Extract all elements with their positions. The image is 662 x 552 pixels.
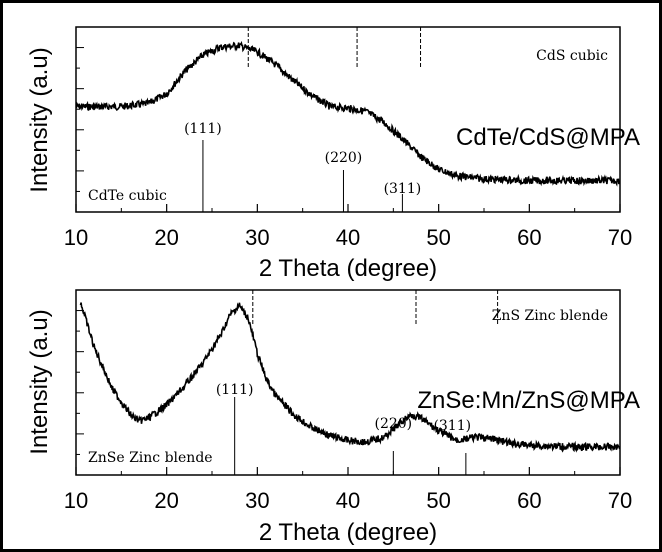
x-axis-title: 2 Theta (degree) <box>259 255 437 282</box>
reference-label-top: CdS cubic <box>536 48 608 64</box>
x-tick-label: 60 <box>517 488 541 513</box>
peak-labels: (111) (220) (311) <box>184 121 421 197</box>
x-tick-label: 60 <box>517 225 541 250</box>
x-tick-label: 20 <box>154 488 178 513</box>
peak-labels: (111) (220) (311) <box>216 382 471 434</box>
reference-label-top: ZnS Zinc blende <box>492 308 608 324</box>
x-tick-label: 30 <box>245 225 269 250</box>
x-tick-label: 70 <box>608 225 632 250</box>
peak-label: (311) <box>433 418 471 434</box>
reference-label-bottom: CdTe cubic <box>88 188 167 204</box>
x-tick-label: 40 <box>336 488 360 513</box>
x-tick-labels: 10 20 30 40 50 60 70 <box>64 225 632 250</box>
peak-label: (111) <box>184 121 222 137</box>
sample-label: CdTe/CdS@MPA <box>456 124 640 151</box>
x-tick-label: 30 <box>245 488 269 513</box>
y-axis-title: Intensity (a.u) <box>26 47 53 192</box>
x-tick-label: 70 <box>608 488 632 513</box>
x-tick-label: 20 <box>154 225 178 250</box>
panel-znse-mn-zns: 10 20 30 40 50 60 70 (111) (220) (311) ZnS Zinc … <box>26 289 640 546</box>
x-tick-label: 10 <box>64 488 88 513</box>
x-tick-labels: 10 20 30 40 50 60 70 <box>64 488 632 513</box>
peak-label: (311) <box>384 181 422 197</box>
x-axis-title: 2 Theta (degree) <box>259 519 437 546</box>
reference-lines-bottom <box>202 140 403 212</box>
reference-lines-top <box>252 290 499 324</box>
peak-label: (220) <box>325 150 363 166</box>
x-tick-label: 50 <box>426 225 450 250</box>
x-ticks <box>75 204 621 212</box>
panel-cdte-cds: 10 20 30 40 50 60 70 (111) (220) (311) CdS cubic… <box>26 26 640 282</box>
reference-label-bottom: ZnSe Zinc blende <box>88 450 213 466</box>
x-ticks <box>75 467 621 475</box>
reference-lines-top <box>247 27 422 69</box>
series-line <box>75 40 621 187</box>
y-ticks <box>76 310 84 455</box>
x-tick-label: 50 <box>426 488 450 513</box>
peak-label: (220) <box>375 416 413 432</box>
series-line <box>79 302 621 453</box>
sample-label: ZnSe:Mn/ZnS@MPA <box>417 387 640 414</box>
x-tick-label: 40 <box>336 225 360 250</box>
x-tick-label: 10 <box>64 225 88 250</box>
y-axis-title: Intensity (a.u) <box>26 309 53 454</box>
peak-label: (111) <box>216 382 254 398</box>
y-ticks <box>76 47 84 192</box>
